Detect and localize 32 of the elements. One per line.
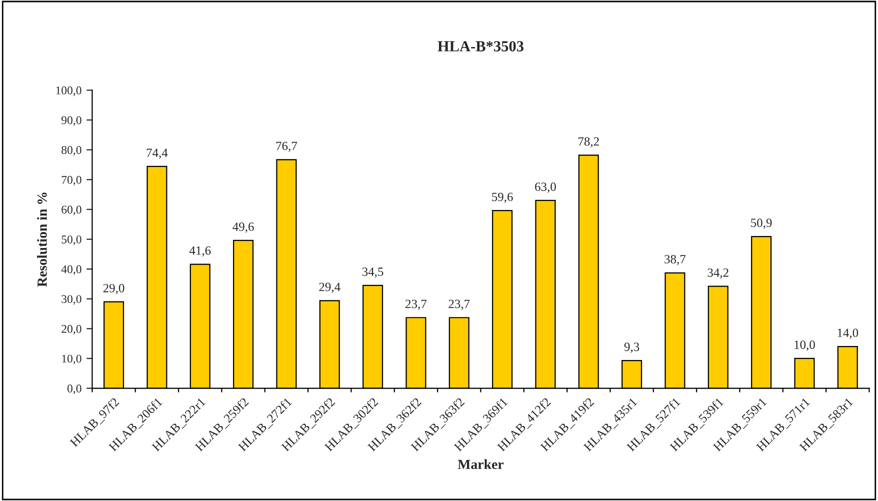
data-label: 29,0 xyxy=(103,284,124,294)
data-label: 74,4 xyxy=(146,148,168,159)
data-label: 63,0 xyxy=(535,182,556,193)
data-label: 10,0 xyxy=(794,340,815,351)
data-label: 78,2 xyxy=(578,137,599,148)
data-label: 49,6 xyxy=(232,222,254,233)
data-label: 9,3 xyxy=(624,342,640,353)
data-label: 14,0 xyxy=(838,328,858,339)
y-tick-label: 10,0 xyxy=(62,354,82,364)
x-axis-title: Marker xyxy=(458,459,504,470)
y-tick-label: 40,0 xyxy=(61,265,82,275)
y-tick-label: 90,0 xyxy=(61,116,82,126)
data-label: 50,9 xyxy=(751,218,772,229)
y-tick-label: 20,0 xyxy=(62,324,82,335)
data-label: 34,5 xyxy=(362,268,384,278)
chart-title: HLA-B*3503 xyxy=(438,41,524,52)
y-tick-label: 60,0 xyxy=(62,206,82,216)
y-tick-label: 50,0 xyxy=(62,235,82,246)
y-axis-title: Resolution in % xyxy=(37,192,47,287)
y-tick-label: 0,0 xyxy=(67,384,82,394)
data-label: 76,7 xyxy=(276,142,298,152)
data-label: 23,7 xyxy=(406,300,427,310)
y-tick-label: 100,0 xyxy=(56,86,82,96)
data-label: 59,6 xyxy=(492,192,513,203)
data-label: 29,4 xyxy=(319,282,340,293)
data-label: 41,6 xyxy=(189,246,211,257)
data-label: 38,7 xyxy=(664,254,686,266)
data-label: 23,7 xyxy=(448,300,470,310)
y-tick-label: 70,0 xyxy=(62,176,82,186)
y-tick-label: 30,0 xyxy=(62,295,82,305)
data-label: 34,2 xyxy=(708,268,728,279)
y-tick-label: 80,0 xyxy=(62,146,82,156)
